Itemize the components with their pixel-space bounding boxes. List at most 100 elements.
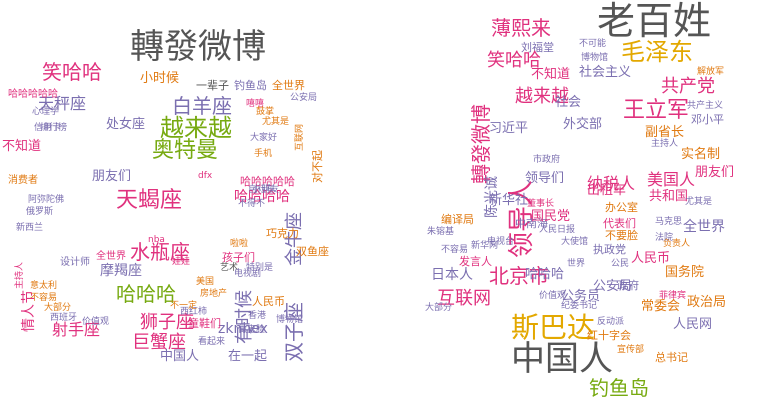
cloud-word: 巨蟹座 bbox=[132, 332, 186, 353]
cloud-word: 国务院 bbox=[665, 265, 705, 280]
cloud-word: 电视台 bbox=[487, 237, 515, 247]
cloud-word: 哈哈哈 bbox=[116, 282, 176, 306]
cloud-word: 实名制 bbox=[681, 147, 721, 162]
cloud-word: 公务员 bbox=[561, 289, 601, 304]
cloud-word: 解放军 bbox=[697, 67, 725, 77]
cloud-word: 哈哈哈哈哈 bbox=[8, 89, 58, 100]
cloud-word: 朱镕基 bbox=[427, 227, 455, 237]
cloud-word: 邓小平 bbox=[691, 113, 724, 126]
cloud-word: 轉發微博 bbox=[130, 27, 266, 67]
cloud-word: 不一定 bbox=[170, 301, 198, 311]
cloud-word: 娃娃 bbox=[172, 257, 191, 267]
left-word-cloud: 轉發微博 笑哈哈 小时候 一辈子 钓鱼岛 全世界 天秤座 白羊座 处女座 越来越 奥特曼 不知道 朋友们… bbox=[0, 0, 390, 400]
cloud-word: 射手座 bbox=[52, 320, 101, 339]
cloud-word: zknhex bbox=[218, 321, 268, 337]
cloud-word: dfx bbox=[198, 171, 213, 181]
cloud-word: 不知道 bbox=[2, 139, 42, 154]
cloud-word: 在一起 bbox=[228, 349, 268, 364]
cloud-word: 水瓶座 bbox=[130, 240, 190, 264]
cloud-word: 政府 bbox=[617, 279, 639, 292]
cloud-word: 代表们 bbox=[603, 217, 636, 230]
cloud-word: 电视剧 bbox=[234, 269, 262, 279]
cloud-word: 童鞋们 bbox=[188, 317, 221, 330]
cloud-word: 王立军 bbox=[623, 98, 690, 123]
cloud-word: 心理学 bbox=[32, 107, 60, 117]
cloud-word: 处女座 bbox=[106, 117, 146, 132]
cloud-word: 人民币 bbox=[252, 295, 285, 308]
cloud-word: 一辈子 bbox=[196, 79, 229, 92]
cloud-word: 刘福堂 bbox=[521, 41, 554, 54]
cloud-word: 常委会 bbox=[641, 299, 681, 314]
cloud-word: 不得不 bbox=[238, 199, 266, 209]
cloud-word: 天秤座 bbox=[38, 94, 87, 113]
cloud-word: 信用卡 bbox=[34, 123, 62, 133]
cloud-word: 政治局 bbox=[687, 295, 727, 310]
cloud-word: 笑哈哈 bbox=[487, 50, 541, 71]
cloud-word: 大家好 bbox=[250, 133, 278, 143]
cloud-word: 新华网 bbox=[471, 241, 499, 251]
cloud-word: 美国人 bbox=[647, 170, 696, 189]
cloud-word: 主持人 bbox=[15, 262, 25, 290]
cloud-word: 中南海 bbox=[515, 217, 548, 230]
cloud-word: 执政党 bbox=[593, 243, 626, 256]
cloud-word: 董事长 bbox=[527, 199, 555, 209]
cloud-word: 国民党 bbox=[531, 209, 571, 224]
cloud-word: 反动派 bbox=[597, 317, 625, 327]
cloud-word: 孩子们 bbox=[222, 251, 255, 264]
cloud-word: 人民日报 bbox=[539, 225, 576, 235]
cloud-word: 越来越 bbox=[160, 114, 232, 142]
cloud-word: 共产主义 bbox=[687, 101, 724, 111]
cloud-word: 排行榜 bbox=[40, 123, 68, 133]
cloud-word: 大部分 bbox=[44, 303, 72, 313]
cloud-word: 摩羯座 bbox=[100, 263, 142, 279]
cloud-word: 啦啦 bbox=[230, 239, 249, 249]
cloud-word: 越来越 bbox=[515, 86, 569, 107]
cloud-word: 大使馆 bbox=[561, 237, 589, 247]
cloud-word: 公安局 bbox=[290, 93, 318, 103]
cloud-word: 副省长 bbox=[645, 125, 685, 140]
cloud-word: 社会 bbox=[555, 95, 582, 110]
cloud-word: 尤其是 bbox=[262, 117, 290, 127]
cloud-word: 看起来 bbox=[198, 337, 226, 347]
cloud-word: 新华社 bbox=[489, 193, 529, 208]
right-word-cloud: 老百姓 薄熙来 刘福堂 不可能 博物馆 毛泽东 笑哈哈 不知道 社会主义 越来越 共产党 解放军 轉發微… bbox=[391, 0, 781, 400]
cloud-word: 美国 bbox=[196, 277, 215, 287]
cloud-word: 价值观 bbox=[82, 317, 110, 327]
cloud-word: 薄熙来 bbox=[491, 16, 551, 40]
cloud-word: 总书记 bbox=[655, 351, 688, 364]
cloud-word: 特别是 bbox=[246, 263, 274, 273]
cloud-word: 双鱼座 bbox=[296, 245, 329, 258]
cloud-word: 阿弥陀佛 bbox=[28, 195, 65, 205]
cloud-word: 中国人 bbox=[160, 349, 200, 364]
cloud-word: 意太利 bbox=[30, 281, 58, 291]
cloud-word: 钓鱼岛 bbox=[234, 79, 267, 92]
cloud-word: 轉發微博 bbox=[469, 104, 493, 184]
cloud-word: 小朋友 bbox=[252, 185, 280, 195]
cloud-word: 菲律宾 bbox=[659, 291, 687, 301]
cloud-word: 宣传部 bbox=[617, 345, 645, 355]
cloud-word: 纪委书记 bbox=[561, 301, 598, 311]
cloud-word: 不可能 bbox=[579, 39, 607, 49]
cloud-word: 发言人 bbox=[459, 255, 492, 268]
cloud-word: 红十字会 bbox=[587, 329, 631, 342]
cloud-word: 斯巴达 bbox=[511, 311, 596, 344]
cloud-word: 全世界 bbox=[683, 219, 725, 235]
cloud-word: 奥特曼 bbox=[152, 138, 219, 163]
cloud-word: 小时候 bbox=[140, 71, 180, 86]
cloud-word: 钓鱼岛 bbox=[589, 376, 649, 400]
cloud-word: 日本人 bbox=[431, 267, 473, 283]
cloud-word: 办公室 bbox=[605, 201, 638, 214]
cloud-word: 共产党 bbox=[661, 76, 715, 97]
cloud-word: 出租车 bbox=[587, 183, 627, 198]
cloud-word: 社会主义 bbox=[579, 65, 632, 80]
cloud-word: 笑哈哈 bbox=[42, 60, 102, 84]
cloud-word: 西红柿 bbox=[180, 307, 208, 317]
cloud-word: 朋友们 bbox=[695, 165, 735, 180]
cloud-word: 人民网 bbox=[673, 317, 713, 332]
cloud-word: 尤其是 bbox=[685, 197, 713, 207]
cloud-word: 北京市 bbox=[489, 264, 549, 288]
cloud-word: 市政府 bbox=[533, 155, 561, 165]
cloud-word: 世界 bbox=[567, 259, 586, 269]
cloud-word: 双子座 bbox=[282, 302, 306, 362]
cloud-word: 不容易 bbox=[441, 245, 469, 255]
